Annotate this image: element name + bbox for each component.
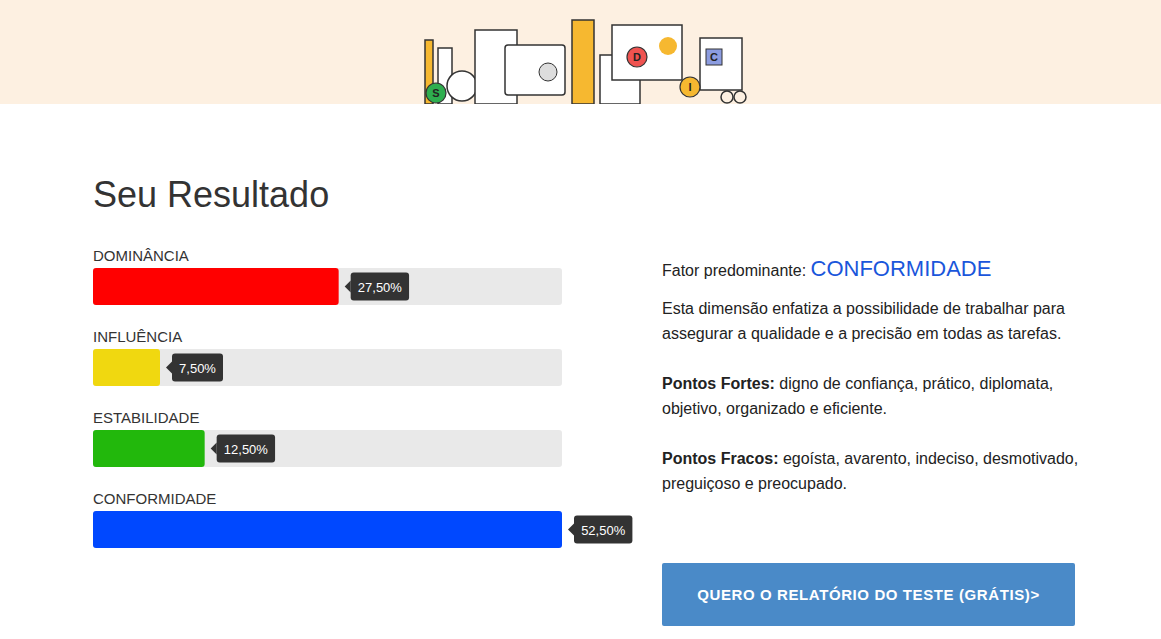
svg-text:I: I (688, 81, 691, 93)
svg-text:7,50%: 7,50% (179, 361, 216, 376)
html-text:Esta dimensão enfatiza a possi: Esta dimensão enfatiza a possibilidade d… (662, 300, 1065, 342)
svg-text:S: S (432, 87, 439, 99)
svg-text:27,50%: 27,50% (358, 280, 403, 295)
svg-text:ESTABILIDADE: ESTABILIDADE (93, 409, 199, 426)
svg-text:DOMINÂNCIA: DOMINÂNCIA (93, 247, 189, 264)
svg-text:52,50%: 52,50% (581, 523, 626, 538)
html-text:QUERO O RELATÓRIO DO TESTE (GR: QUERO O RELATÓRIO DO TESTE (GRÁTIS)> (697, 586, 1040, 603)
svg-text:D: D (633, 51, 641, 63)
html-text:Fator predominante:CONFORMIDAD: Fator predominante:CONFORMIDADE (662, 256, 992, 281)
svg-text:INFLUÊNCIA: INFLUÊNCIA (93, 328, 182, 345)
html-text:Pontos Fortes: digno de confia: Pontos Fortes: digno de confiança, práti… (662, 375, 1054, 417)
html-text:Pontos Fracos: egoísta, avaren: Pontos Fracos: egoísta, avarento, indeci… (662, 450, 1079, 492)
svg-text:12,50%: 12,50% (224, 442, 269, 457)
svg-text:C: C (710, 51, 718, 63)
html-text:Seu Resultado: Seu Resultado (93, 174, 330, 215)
svg-text:CONFORMIDADE: CONFORMIDADE (93, 490, 216, 507)
